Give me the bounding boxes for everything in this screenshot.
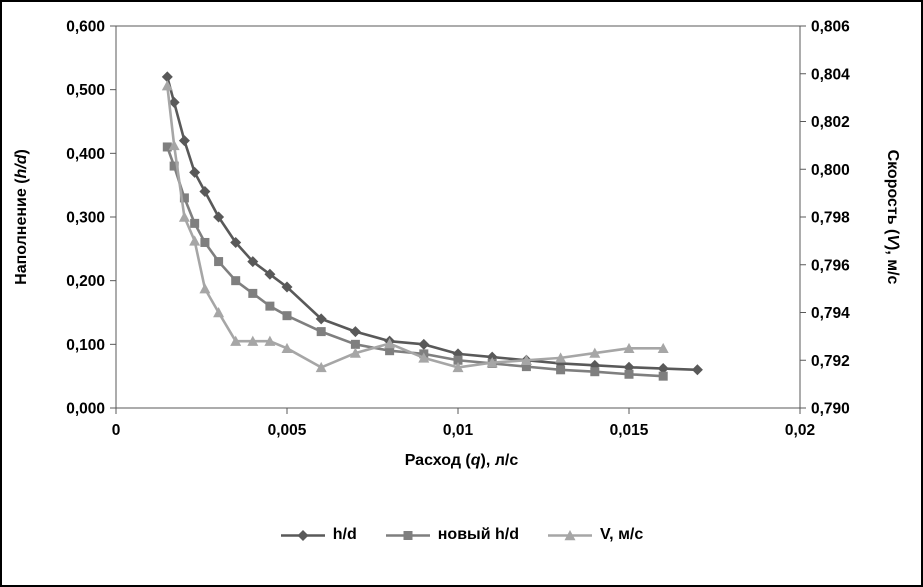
triangle-marker-icon <box>657 342 669 354</box>
right-axis-tick-label: 0,790 <box>811 401 850 418</box>
triangle-marker-icon <box>452 361 464 373</box>
diamond-marker-icon <box>230 236 242 248</box>
square-marker-icon <box>265 301 275 311</box>
legend-item-2[interactable]: новый h/d <box>385 526 519 544</box>
right-axis-tick-label: 0,806 <box>811 19 850 36</box>
left-axis-tick-label: 0,000 <box>66 401 105 418</box>
right-axis-tick-label: 0,802 <box>811 114 850 131</box>
square-marker-icon <box>521 362 531 372</box>
square-marker-icon <box>453 355 463 365</box>
triangle-marker-icon <box>189 235 201 246</box>
triangle-marker-icon <box>520 354 532 365</box>
left-axis-tick-label: 0,100 <box>66 337 105 354</box>
triangle-marker-icon <box>418 352 430 363</box>
diamond-marker-icon <box>178 135 190 147</box>
triangle-marker-icon <box>247 335 259 346</box>
right-axis-title: Скорость (V), м/с <box>884 150 901 285</box>
chart-legend: h/d новый h/d V, м/с <box>2 526 921 544</box>
right-axis-tick-label: 0,804 <box>811 66 850 83</box>
square-marker-icon <box>316 327 326 337</box>
legend-item-3[interactable]: V, м/с <box>547 526 643 544</box>
diamond-marker-icon <box>189 166 201 178</box>
series-2 <box>162 142 668 381</box>
left-axis-tick-label: 0,400 <box>66 146 105 163</box>
triangle-marker-icon <box>384 338 396 349</box>
diamond-marker-icon <box>199 186 211 198</box>
square-marker-icon <box>248 288 258 298</box>
square-marker-icon <box>179 193 189 203</box>
triangle-marker-icon <box>623 342 635 354</box>
legend-triangle-sample <box>547 529 592 540</box>
triangle-marker-icon <box>555 352 567 363</box>
diamond-marker-icon <box>691 364 703 376</box>
series-line <box>166 75 699 372</box>
triangle-marker-icon <box>281 342 293 354</box>
x-axis-tick-label: 0,02 <box>785 422 815 439</box>
left-axis-title: Наполнение (h/d) <box>13 149 30 285</box>
diamond-marker-icon <box>297 529 309 541</box>
diamond-marker-icon <box>264 268 276 280</box>
square-marker-icon <box>214 257 224 267</box>
square-marker-icon <box>350 339 360 349</box>
triangle-marker-icon <box>564 529 576 540</box>
triangle-marker-icon <box>486 357 498 368</box>
triangle-marker-icon <box>315 361 327 373</box>
diamond-marker-icon <box>247 256 259 268</box>
square-marker-icon <box>385 346 395 356</box>
triangle-marker-icon <box>349 347 361 358</box>
right-axis-tick-label: 0,796 <box>811 257 850 274</box>
legend-label: новый h/d <box>437 526 519 543</box>
triangle-marker-icon <box>230 335 242 346</box>
triangle-marker-icon <box>168 139 180 151</box>
legend-item-1[interactable]: h/d <box>280 526 357 544</box>
left-axis-tick-label: 0,600 <box>66 19 105 36</box>
series-3 <box>161 80 669 373</box>
x-axis-tick-label: 0,015 <box>610 422 649 439</box>
legend-square-sample <box>385 530 430 540</box>
square-marker-icon <box>624 369 634 379</box>
legend-diamond-sample <box>280 529 325 541</box>
diamond-marker-icon <box>168 96 180 108</box>
square-marker-icon <box>169 161 179 171</box>
diamond-marker-icon <box>315 313 327 325</box>
legend-label: V, м/с <box>599 526 644 543</box>
square-marker-icon <box>403 530 413 540</box>
square-marker-icon <box>190 218 200 228</box>
square-marker-icon <box>590 367 600 377</box>
right-axis-tick-label: 0,794 <box>811 305 850 322</box>
triangle-marker-icon <box>178 211 190 222</box>
x-axis-tick-label: 0,01 <box>443 422 474 439</box>
triangle-marker-icon <box>264 335 276 346</box>
right-axis-tick-label: 0,800 <box>811 162 850 179</box>
line-chart-plot-area: 0,000 0,100 0,200 0,300 0,400 0,500 0,600 0,790… <box>13 19 901 440</box>
square-marker-icon <box>162 142 172 152</box>
square-marker-icon <box>658 371 668 381</box>
diamond-marker-icon <box>657 363 669 375</box>
diamond-marker-icon <box>161 71 173 83</box>
x-axis-title: Расход (q), л/с <box>404 452 519 469</box>
triangle-marker-icon <box>589 347 601 358</box>
left-axis-tick-label: 0,500 <box>66 82 105 99</box>
x-axis-tick-label: 0 <box>112 422 121 439</box>
diamond-marker-icon <box>213 211 225 223</box>
diamond-marker-icon <box>349 326 361 338</box>
legend-label: h/d <box>332 526 357 543</box>
diamond-marker-icon <box>281 281 293 293</box>
triangle-marker-icon <box>213 307 225 318</box>
right-axis-tick-label: 0,792 <box>811 353 850 370</box>
square-marker-icon <box>231 276 241 286</box>
left-axis-tick-label: 0,200 <box>66 273 105 290</box>
right-axis-tick-label: 0,798 <box>811 210 850 227</box>
square-marker-icon <box>282 311 292 321</box>
diamond-marker-icon <box>418 338 430 350</box>
x-axis-tick-label: 0,005 <box>268 422 307 439</box>
plot-border <box>115 25 801 409</box>
square-marker-icon <box>556 365 566 375</box>
triangle-marker-icon <box>199 283 211 294</box>
left-axis-tick-label: 0,300 <box>66 210 105 227</box>
triangle-marker-icon <box>161 80 173 91</box>
square-marker-icon <box>200 237 210 247</box>
